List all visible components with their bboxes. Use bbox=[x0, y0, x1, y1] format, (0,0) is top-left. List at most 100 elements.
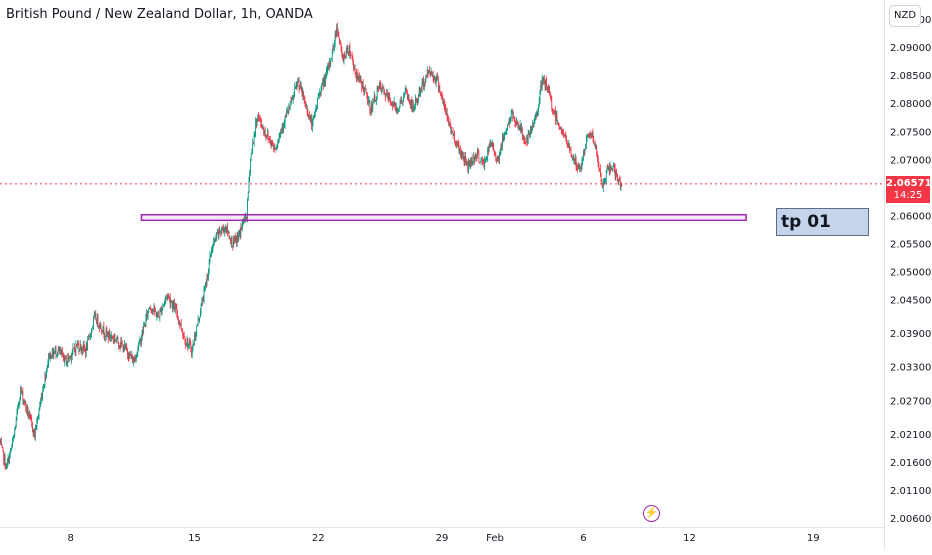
candle-body bbox=[312, 122, 313, 128]
candle-body bbox=[473, 157, 474, 162]
candle-body bbox=[616, 172, 617, 176]
candle-body bbox=[576, 166, 577, 169]
candle-body bbox=[181, 323, 182, 329]
candle-body bbox=[179, 321, 180, 322]
candle-body bbox=[518, 126, 519, 130]
candle-body bbox=[442, 95, 443, 96]
candle-body bbox=[347, 47, 348, 52]
candle-body bbox=[513, 116, 514, 117]
candle-body bbox=[258, 114, 259, 117]
candle-body bbox=[29, 414, 30, 417]
tp-annotation[interactable]: tp 01 bbox=[776, 208, 869, 236]
candle-body bbox=[203, 300, 204, 301]
candle-body bbox=[386, 93, 387, 94]
candle-body bbox=[403, 94, 404, 100]
candle-body bbox=[185, 337, 186, 343]
candle-body bbox=[350, 52, 351, 54]
candle-body bbox=[553, 111, 554, 113]
candle-body bbox=[611, 169, 612, 170]
candle-body bbox=[87, 346, 88, 350]
current-price-value: 2.06571 bbox=[886, 178, 930, 190]
candle-body bbox=[420, 91, 421, 94]
candle-body bbox=[68, 357, 69, 360]
candle-body bbox=[606, 171, 607, 181]
candle-body bbox=[224, 229, 225, 232]
candle-body bbox=[120, 341, 121, 347]
candle-body bbox=[469, 162, 470, 166]
candle-body bbox=[530, 128, 531, 135]
candle-body bbox=[487, 158, 488, 160]
candle-body bbox=[396, 107, 397, 111]
lightning-icon[interactable]: ⚡ bbox=[643, 505, 660, 522]
candle-body bbox=[137, 352, 138, 356]
candle-body bbox=[361, 82, 362, 88]
candle-body bbox=[269, 139, 270, 140]
candle-body bbox=[134, 358, 135, 362]
y-tick-label: 2.04500 bbox=[890, 295, 931, 306]
candle-body bbox=[599, 169, 600, 170]
candle-body bbox=[467, 162, 468, 163]
candle-body bbox=[47, 368, 48, 370]
candle-body bbox=[42, 390, 43, 398]
candle-body bbox=[453, 133, 454, 135]
candle-body bbox=[556, 114, 557, 120]
candle-body bbox=[139, 340, 140, 345]
y-tick-label: 2.02100 bbox=[890, 430, 931, 441]
candle-body bbox=[491, 143, 492, 147]
candle-body bbox=[266, 137, 267, 138]
candle-body bbox=[536, 114, 537, 115]
candle-body bbox=[608, 167, 609, 170]
candle-body bbox=[487, 149, 488, 157]
candle-body bbox=[543, 79, 544, 81]
candle-body bbox=[465, 156, 466, 161]
candle-body bbox=[62, 352, 63, 353]
candle-body bbox=[485, 160, 486, 161]
candle-body bbox=[274, 147, 275, 148]
candle-body bbox=[95, 313, 96, 320]
candle-body bbox=[320, 93, 321, 94]
candle-body bbox=[603, 183, 604, 188]
candle-body bbox=[179, 321, 180, 325]
candle-body bbox=[270, 140, 271, 144]
candle-body bbox=[300, 85, 301, 87]
candle-body bbox=[507, 126, 508, 130]
candle-body bbox=[178, 317, 179, 322]
candle-body bbox=[94, 315, 95, 318]
candle-body bbox=[67, 362, 68, 365]
candle-body bbox=[165, 297, 166, 300]
candle-body bbox=[582, 160, 583, 167]
candle-body bbox=[48, 363, 49, 368]
candle-body bbox=[227, 226, 228, 233]
candle-body bbox=[231, 237, 232, 243]
candle-body bbox=[129, 357, 130, 358]
candle-body bbox=[348, 52, 349, 54]
candle-body bbox=[228, 232, 229, 233]
candle-body bbox=[571, 155, 572, 158]
candle-body bbox=[526, 138, 527, 142]
candle-body bbox=[229, 238, 230, 239]
candle-body bbox=[597, 153, 598, 161]
candle-body bbox=[434, 78, 435, 80]
candle-body bbox=[425, 83, 426, 84]
candle-body bbox=[562, 131, 563, 134]
y-tick-label: 2.03300 bbox=[890, 363, 931, 374]
candle-body bbox=[184, 336, 185, 337]
candle-body bbox=[316, 108, 317, 112]
candle-body bbox=[336, 27, 337, 35]
candle-body bbox=[287, 110, 288, 112]
candle-body bbox=[327, 66, 328, 70]
candle-body bbox=[324, 78, 325, 85]
tp-zone[interactable] bbox=[141, 215, 746, 221]
candle-body bbox=[615, 169, 616, 177]
currency-badge[interactable]: NZD bbox=[889, 5, 921, 27]
candle-body bbox=[249, 178, 250, 193]
candle-body bbox=[380, 83, 381, 85]
candle-body bbox=[88, 337, 89, 339]
candle-body bbox=[400, 100, 401, 102]
candle-body bbox=[481, 160, 482, 161]
candle-body bbox=[223, 228, 224, 230]
candle-body bbox=[301, 85, 302, 88]
candle-body bbox=[102, 332, 103, 333]
